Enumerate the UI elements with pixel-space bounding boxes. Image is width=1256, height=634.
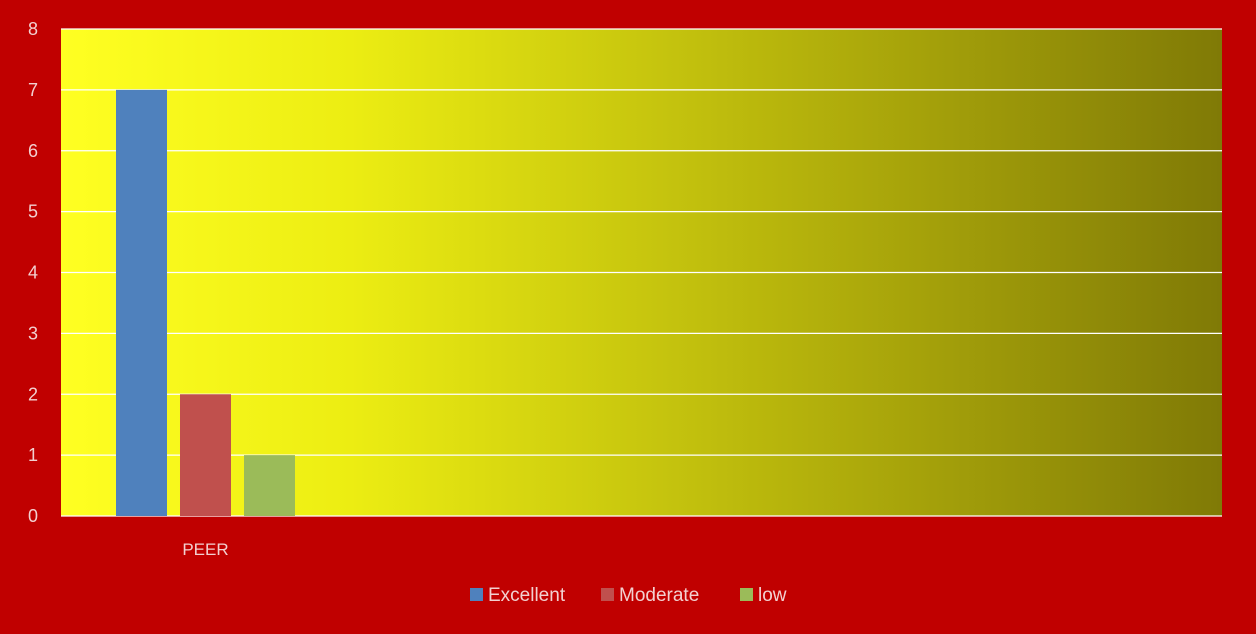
y-tick-label: 3 <box>28 323 38 343</box>
legend: Excellent Moderate low <box>470 585 787 606</box>
legend-swatch-low <box>740 588 753 601</box>
bars <box>116 89 295 516</box>
y-tick-label: 8 <box>28 19 38 39</box>
y-tick-label: 4 <box>28 263 38 283</box>
legend-swatch-moderate <box>601 588 614 601</box>
legend-swatch-excellent <box>470 588 483 601</box>
legend-label-low: low <box>758 585 787 606</box>
y-tick-label: 6 <box>28 141 38 161</box>
y-tick-label: 5 <box>28 202 38 222</box>
bar-moderate <box>180 394 231 516</box>
y-tick-label: 2 <box>28 384 38 404</box>
legend-label-excellent: Excellent <box>488 585 566 606</box>
legend-label-moderate: Moderate <box>619 585 699 606</box>
y-tick-label: 1 <box>28 445 38 465</box>
y-tick-label: 7 <box>28 80 38 100</box>
x-category-label: PEER <box>182 540 228 559</box>
bar-low <box>244 455 295 516</box>
y-tick-label: 0 <box>28 506 38 526</box>
bar-excellent <box>116 89 167 516</box>
x-axis-categories: PEER <box>182 540 228 559</box>
y-axis-ticks: 0 1 2 3 4 5 6 7 8 <box>28 19 38 526</box>
